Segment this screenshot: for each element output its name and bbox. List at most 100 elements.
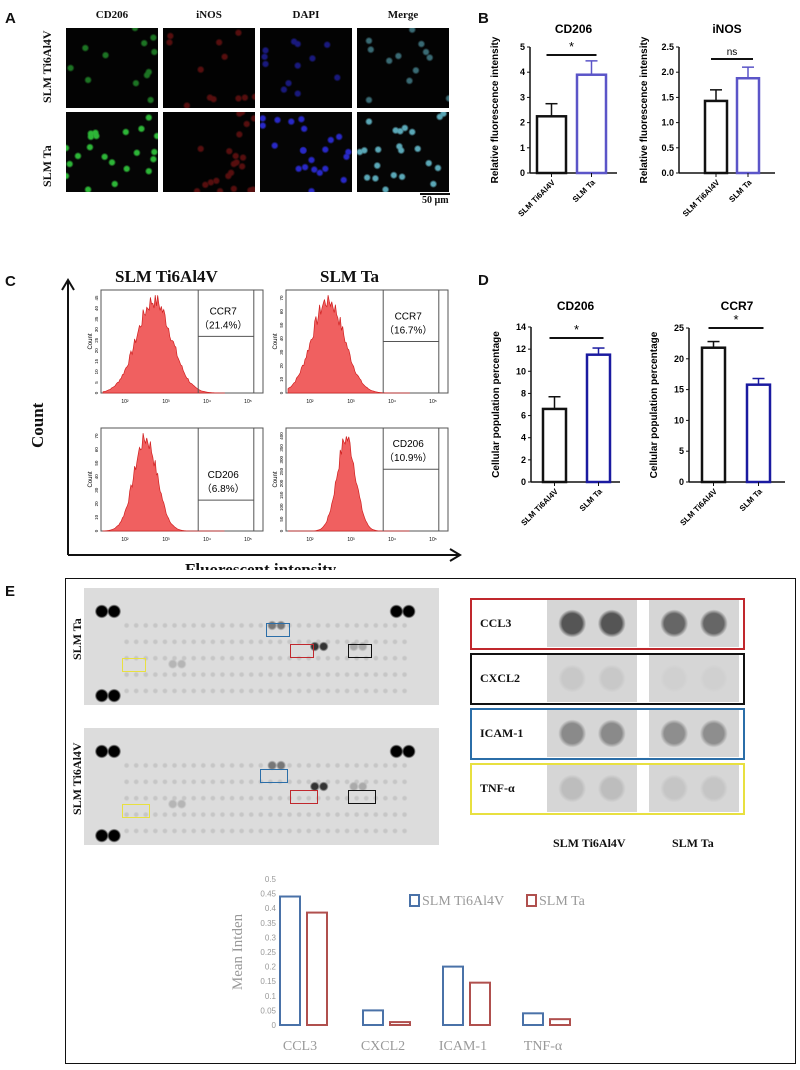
zoom-dot-pair xyxy=(547,710,637,757)
y-tick-label: 0.5 xyxy=(661,143,674,153)
arrow-head xyxy=(61,278,75,291)
y-tick-label: 0.35 xyxy=(260,919,276,928)
y-tick-label: 0.1 xyxy=(265,992,277,1001)
y-tick-label: 15 xyxy=(674,385,684,395)
legend-label: SLM Ta xyxy=(539,894,586,909)
y-tick-label: 70 xyxy=(279,295,284,301)
bar xyxy=(585,353,612,484)
y-tick-label: 0.05 xyxy=(260,1006,276,1015)
x-tick-label: 10⁵ xyxy=(244,399,252,405)
zoom-dot-pair xyxy=(649,655,739,702)
x-tick-label: CXCL2 xyxy=(361,1039,405,1054)
panel-label-a: A xyxy=(5,10,16,27)
y-tick-label: 0 xyxy=(679,477,684,487)
blot-highlight-box xyxy=(266,623,290,637)
blot-highlight-box xyxy=(290,790,318,804)
y-tick-label: 25 xyxy=(94,337,99,343)
flow-cytometry-panel: CCR7 （21.4%） Count 0 5 10 15 20 25 30 35 40 45 10² 10³… xyxy=(61,278,462,562)
scale-bar-label: 50 µm xyxy=(422,195,449,206)
panel-label-c: C xyxy=(5,273,16,290)
gate-percent-label: （10.9%） xyxy=(384,452,432,464)
bar xyxy=(535,115,568,175)
x-tick-label: SLM Ti6Al4V xyxy=(519,487,560,528)
chart-title: iNOS xyxy=(712,22,741,36)
y-tick-label: 40 xyxy=(94,306,99,312)
y-tick-label: 150 xyxy=(279,491,284,499)
bar xyxy=(306,911,328,1026)
micrograph-merge xyxy=(357,28,449,108)
bar xyxy=(362,1009,384,1026)
y-axis-label: Relative fluorescence intensity xyxy=(490,36,501,183)
histogram xyxy=(102,433,225,532)
gate-percent-label: （21.4%） xyxy=(199,319,247,331)
y-tick-label: 25 xyxy=(674,323,684,333)
micrograph-merge xyxy=(357,112,449,192)
micrograph-dapi xyxy=(260,112,352,192)
micrograph-column-label: Merge xyxy=(387,9,419,21)
y-tick-label: 0.3 xyxy=(265,933,277,942)
gate-marker-label: CCR7 xyxy=(395,312,423,323)
x-tick-label: 10⁴ xyxy=(388,399,396,405)
x-tick-label: 10⁴ xyxy=(388,537,396,543)
zoom-dot-pair xyxy=(547,655,637,702)
x-tick-label: 10² xyxy=(121,399,129,405)
micrograph-cd206 xyxy=(66,28,158,108)
chart-e-mean-inten: 0 0.05 0.1 0.15 0.2 0.25 0.3 0.35 0.4 0.45 0.5 Mean… xyxy=(230,875,586,1054)
y-tick-label: 12 xyxy=(516,344,526,354)
zoom-col-label: SLM Ta xyxy=(672,836,714,850)
significance-label: * xyxy=(733,312,738,327)
bar xyxy=(469,981,491,1027)
blot-row-label: SLM Ti6Al4V xyxy=(70,742,84,815)
y-tick-label: 0.45 xyxy=(260,890,276,899)
x-tick-label: SLM Ta xyxy=(727,178,753,204)
y-tick-label: 40 xyxy=(94,474,99,480)
chart-d-cd206: CD206 Cellular population percentage 0 2 4 6 8… xyxy=(491,299,620,528)
gate-marker-label: CD206 xyxy=(393,439,425,450)
panel-label-d: D xyxy=(478,272,489,289)
y-tick-label: 10 xyxy=(674,415,684,425)
y-tick-label: 70 xyxy=(94,433,99,439)
legend-swatch xyxy=(409,894,420,907)
count-label: Count xyxy=(88,471,94,487)
significance-label: ns xyxy=(727,47,738,58)
y-tick-label: 45 xyxy=(94,295,99,301)
x-tick-label: SLM Ti6Al4V xyxy=(681,178,722,219)
y-axis-label: Mean Intden xyxy=(230,913,246,990)
y-tick-label: 60 xyxy=(279,309,284,315)
bar xyxy=(522,1012,544,1027)
y-tick-label: 40 xyxy=(279,336,284,342)
zoom-row-label: CCL3 xyxy=(480,616,512,630)
x-tick-label: 10² xyxy=(306,537,314,543)
scale-bar xyxy=(420,193,450,195)
y-tick-label: 6 xyxy=(521,411,526,421)
y-tick-label: 10 xyxy=(94,369,99,375)
y-tick-label: 0 xyxy=(520,168,525,178)
x-tick-label: CCL3 xyxy=(283,1039,317,1054)
y-tick-label: 5 xyxy=(94,381,99,384)
y-tick-label: 30 xyxy=(94,327,99,333)
x-tick-label: 10³ xyxy=(162,537,170,543)
blot-slm-ti6al4v xyxy=(84,728,439,845)
count-label: Count xyxy=(273,471,279,487)
x-tick-label: SLM Ti6Al4V xyxy=(516,178,557,219)
y-axis-label: Relative fluorescence intensity xyxy=(639,36,650,183)
bar xyxy=(541,407,568,484)
panel-label-b: B xyxy=(478,10,489,27)
flow-col-title: SLM Ti6Al4V xyxy=(115,267,218,286)
y-tick-label: 5 xyxy=(520,42,525,52)
y-tick-label: 14 xyxy=(516,322,526,332)
chart-b-inos: iNOS Relative fluorescence intensity 0.0 0.… xyxy=(639,22,775,219)
blot-highlight-box xyxy=(122,804,150,818)
y-tick-label: 1.0 xyxy=(661,118,674,128)
y-tick-label: 15 xyxy=(94,358,99,364)
y-tick-label: 2 xyxy=(521,455,526,465)
zoom-row-label: CXCL2 xyxy=(480,671,521,685)
y-tick-label: 30 xyxy=(279,349,284,355)
significance-label: * xyxy=(574,322,579,337)
significance-label: * xyxy=(569,39,574,54)
legend-label: SLM Ti6Al4V xyxy=(422,894,504,909)
zoom-dot-pair xyxy=(649,710,739,757)
y-tick-label: 0.2 xyxy=(265,963,277,972)
blot-row-label: SLM Ta xyxy=(70,618,84,660)
y-tick-label: 50 xyxy=(279,516,284,522)
